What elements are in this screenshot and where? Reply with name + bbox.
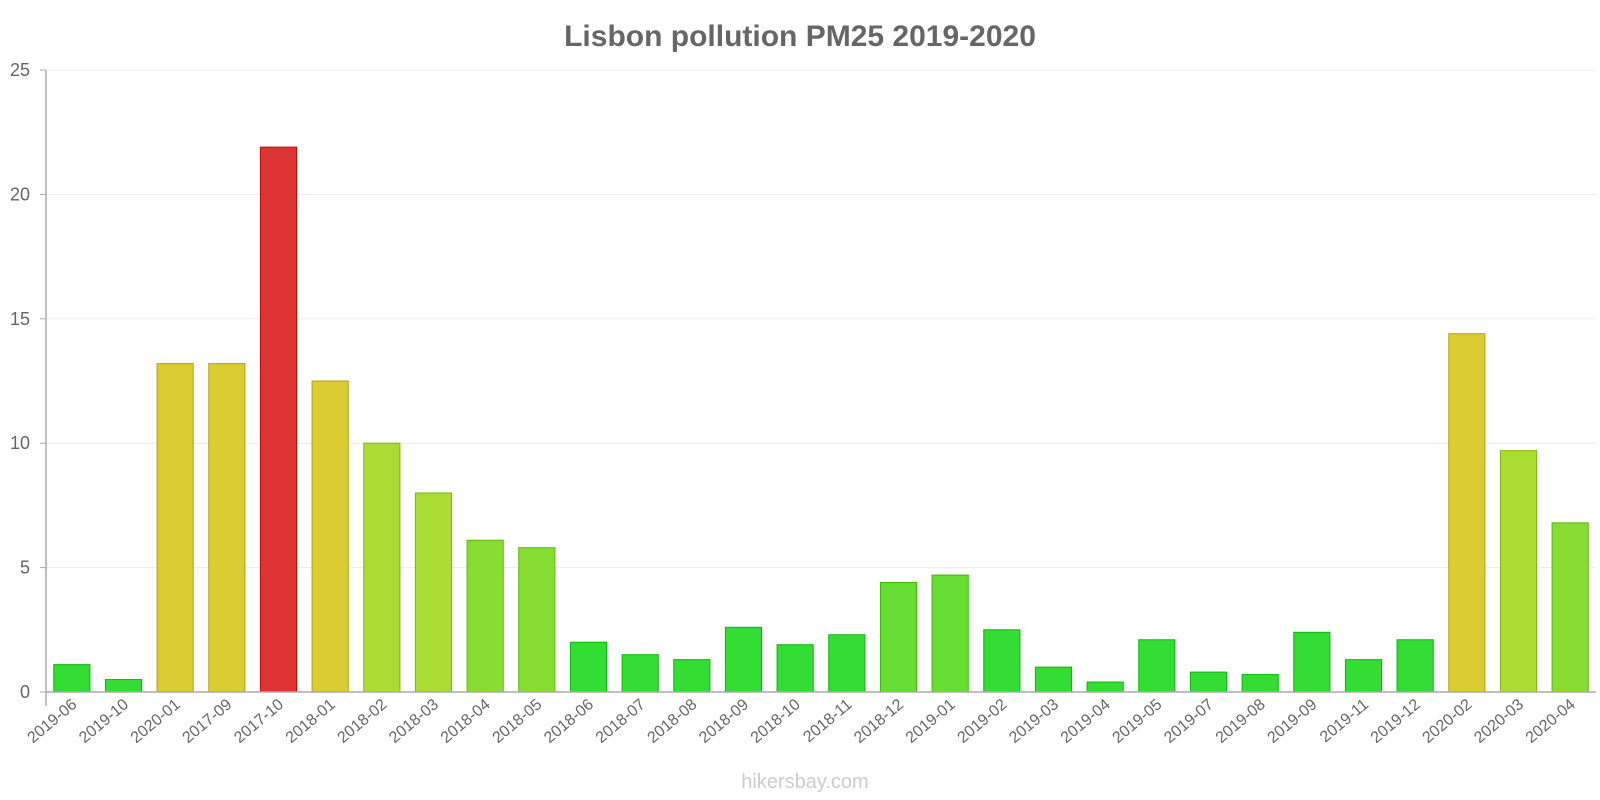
x-tick-label: 2019-08: [1213, 696, 1269, 747]
x-tick-label: 2019-02: [954, 696, 1010, 747]
bar-2020-03: [1499, 450, 1538, 693]
bar-2018-07: [621, 654, 659, 693]
x-tick-label: 2017-09: [179, 696, 235, 747]
gridlines: [46, 69, 1596, 569]
bar-2020-01: [156, 363, 194, 693]
bar-2019-02: [983, 629, 1021, 693]
x-tick-label: 2020-04: [1523, 696, 1579, 747]
bar-2019-08: [1241, 674, 1279, 693]
y-tick-label: 0: [20, 682, 30, 702]
bar-2019-10: [104, 679, 143, 693]
bar-2017-10: [259, 146, 298, 693]
bar-2019-05: [1138, 639, 1176, 693]
x-tick-label: 2020-02: [1419, 696, 1475, 747]
x-tick-label: 2018-07: [593, 696, 649, 747]
bar-2019-01: [931, 574, 969, 693]
x-tick-label: 2019-01: [903, 696, 959, 747]
x-tick-label: 2019-05: [1109, 696, 1165, 747]
x-tick-label: 2020-03: [1471, 696, 1527, 747]
x-tick-label: 2018-09: [696, 696, 752, 747]
x-axis-ticks: 2019-062019-102020-012017-092017-102018-…: [24, 696, 1578, 747]
bar-2018-12: [879, 582, 918, 693]
bar-2018-10: [776, 644, 814, 693]
x-tick-label: 2019-09: [1264, 696, 1320, 747]
x-tick-label: 2019-03: [1006, 696, 1062, 747]
bar-2020-04: [1551, 522, 1589, 693]
x-tick-label: 2018-01: [283, 696, 339, 747]
bar-2018-01: [311, 380, 349, 693]
x-tick-label: 2020-01: [128, 696, 184, 747]
y-tick-label: 20: [10, 184, 30, 204]
bar-2019-07: [1189, 671, 1228, 693]
x-tick-label: 2019-06: [24, 696, 80, 747]
bar-2018-09: [724, 626, 763, 693]
y-tick-label: 5: [20, 558, 30, 578]
x-tick-label: 2018-12: [851, 696, 907, 747]
y-tick-label: 25: [10, 60, 30, 80]
y-tick-label: 15: [10, 309, 30, 329]
x-tick-label: 2019-11: [1317, 696, 1372, 746]
y-axis-ticks: 0 5 10 15 20 25: [10, 60, 46, 702]
bar-2019-03: [1034, 666, 1073, 693]
bar-2017-09: [208, 363, 246, 693]
x-tick-label: 2018-05: [489, 696, 545, 747]
x-tick-label: 2017-10: [231, 696, 287, 747]
bar-2018-04: [466, 539, 504, 693]
bar-2018-03: [414, 492, 453, 693]
x-tick-label: 2018-06: [541, 696, 597, 747]
bar-2018-06: [569, 641, 608, 693]
bar-2018-05: [518, 547, 556, 693]
x-tick-label: 2019-12: [1368, 696, 1424, 747]
x-tick-label: 2018-11: [800, 696, 855, 746]
x-tick-label: 2019-10: [76, 696, 132, 747]
chart-title: Lisbon pollution PM25 2019-2020: [564, 20, 1036, 53]
bar-2018-08: [673, 659, 711, 693]
x-tick-label: 2019-04: [1058, 696, 1114, 747]
bar-2020-02: [1448, 333, 1486, 693]
x-tick-label: 2018-03: [386, 696, 442, 747]
bar-2019-11: [1344, 659, 1383, 693]
bar-2018-11: [828, 634, 866, 693]
watermark: hikersbay.com: [741, 771, 868, 793]
bar-2018-02: [363, 442, 401, 693]
x-tick-label: 2018-04: [438, 696, 494, 747]
x-tick-label: 2018-02: [334, 696, 390, 747]
bar-2019-12: [1396, 639, 1434, 693]
bar-2019-06: [53, 664, 91, 693]
x-tick-label: 2019-07: [1161, 696, 1217, 747]
bar-2019-04: [1086, 681, 1124, 693]
x-tick-label: 2018-10: [748, 696, 804, 747]
bars: [53, 146, 1589, 693]
bar-2019-09: [1293, 631, 1331, 693]
y-tick-label: 10: [10, 433, 30, 453]
x-tick-label: 2018-08: [644, 696, 700, 747]
